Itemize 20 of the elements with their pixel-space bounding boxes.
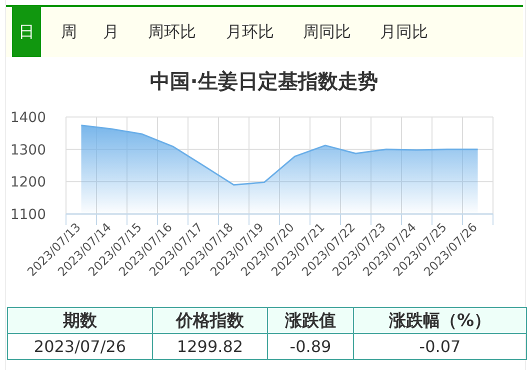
y-tick-label: 1400 [10,110,46,126]
text: 期数 [8,308,152,334]
y-tick-label: 1300 [10,142,46,158]
text: 涨跌幅（%） [354,308,526,334]
text: 2023/07/26 [8,334,152,360]
y-tick-label: 1200 [10,174,46,191]
text: 周同比 [303,21,351,43]
text: -0.89 [268,334,354,360]
text: -0.07 [354,334,526,360]
text: 周环比 [148,21,196,43]
text: 1299.82 [152,334,268,360]
text: 月环比 [226,21,274,43]
text: 月 [103,21,119,43]
text: 日 [12,7,41,57]
chart-title: 中国·生姜日定基指数走势 [150,69,378,93]
text: 涨跌值 [268,308,354,334]
y-tick-label: 1100 [10,207,46,223]
text: 月同比 [380,21,428,43]
text: 周 [61,21,77,43]
text: 价格指数 [152,308,268,334]
